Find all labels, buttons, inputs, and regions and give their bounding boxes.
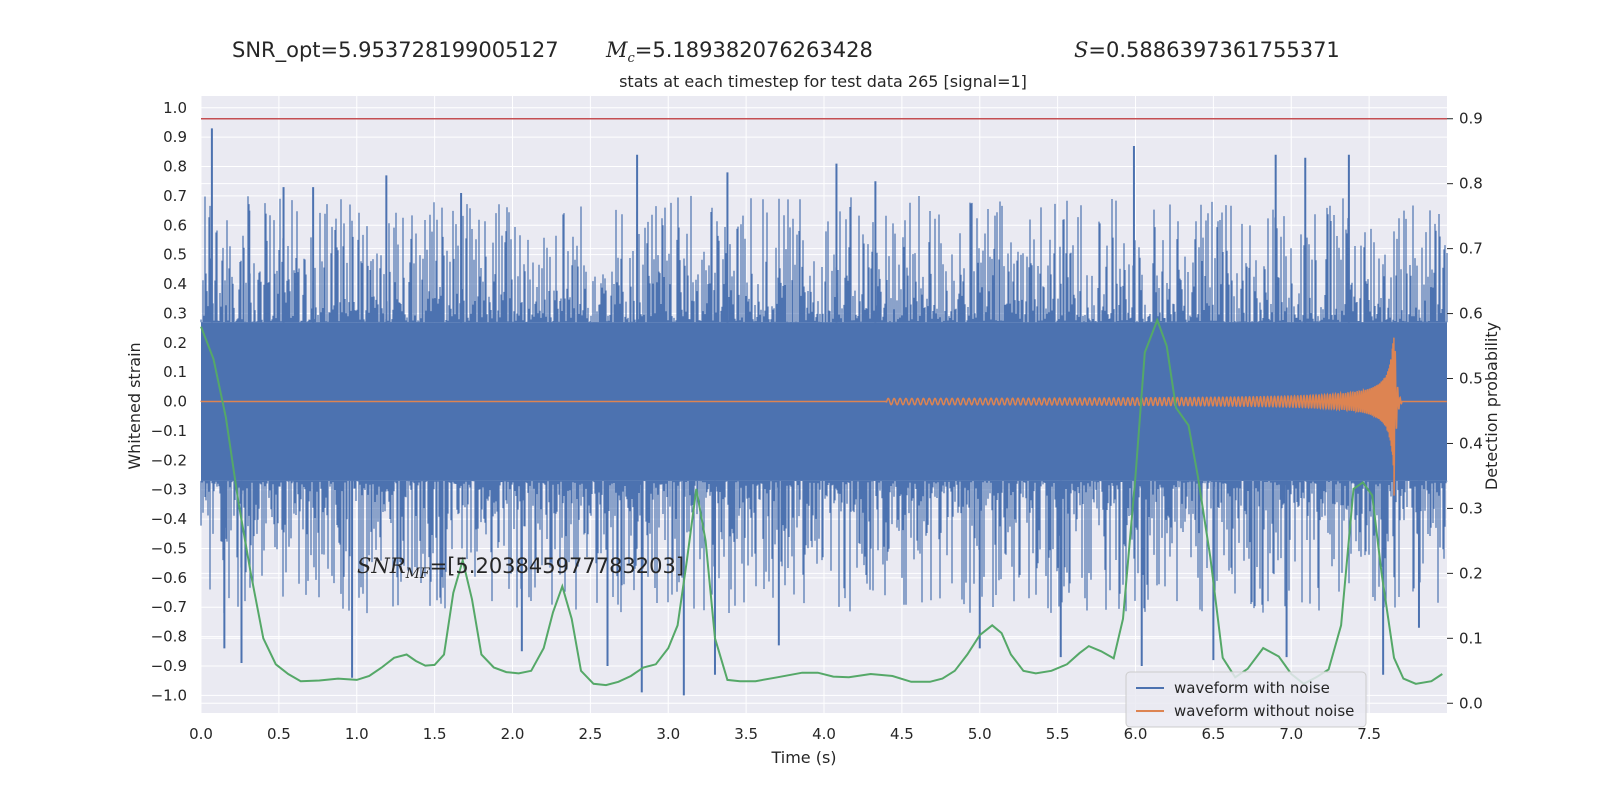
y2-tick-label: 0.2 [1459,564,1483,582]
x-tick-label: 2.0 [501,725,525,743]
chirp-mass-header: Mc=5.189382076263428 [606,38,873,66]
y-tick-label: −0.8 [151,628,187,646]
y-tick-label: −0.1 [151,422,187,440]
y-tick-label: −0.7 [151,598,187,616]
x-tick-label: 6.0 [1124,725,1148,743]
chirp-mass-symbol: M [606,38,628,62]
x-tick-label: 1.0 [345,725,369,743]
x-tick-label: 0.0 [189,725,213,743]
snr-opt-header: SNR_opt=5.953728199005127 [232,38,559,62]
x-axis-label: Time (s) [770,748,836,767]
y-tick-label: 0.3 [163,304,187,322]
snr-mf-value: =[5.203845977783203] [430,554,684,578]
y-tick-label: 0.6 [163,216,187,234]
clean-waveform-series [200,337,1447,496]
axes: 0.0 0.5 1.0 1.5 2.0 2.5 3.0 3.5 4.0 4.5 5.0 5.5 6.0 6… [151,99,1483,743]
y2-tick-label: 0.1 [1459,629,1483,647]
snr-mf-symbol: SNR [357,554,406,578]
chirp-mass-value: =5.189382076263428 [634,38,873,62]
legend-label-clean: waveform without noise [1174,702,1354,720]
y-axis-label: Whitened strain [125,342,144,469]
s-statistic-symbol: S [1074,38,1089,62]
x-tick-label: 7.5 [1357,725,1381,743]
y2-tick-label: 0.5 [1459,370,1483,388]
x-tick-label: 6.5 [1201,725,1225,743]
y2-tick-label: 0.6 [1459,305,1483,323]
y2-tick-label: 0.7 [1459,240,1483,258]
y-tick-label: −0.3 [151,481,187,499]
y-tick-label: −1.0 [151,686,187,704]
x-tick-label: 4.0 [812,725,836,743]
y-tick-label: 0.0 [163,393,187,411]
clean-waveform-line [200,337,1447,496]
x-tick-label: 0.5 [267,725,291,743]
noise-lower-excursions [200,480,1448,614]
noise-upper-excursions [200,195,1448,323]
y2-tick-label: 0.0 [1459,694,1483,712]
x-tick-label: 5.0 [968,725,992,743]
snr-mf-annotation: SNRMF=[5.203845977783203] [357,554,684,582]
legend-box [1125,671,1367,728]
y2-tick-label: 0.8 [1459,175,1483,193]
y-tick-label: −0.9 [151,657,187,675]
x-tick-label: 3.5 [734,725,758,743]
legend: waveform with noise waveform without noi… [1125,671,1367,728]
y-tick-label: 0.4 [163,275,187,293]
y-tick-label: 0.2 [163,334,187,352]
y-tick-label: 1.0 [163,99,187,117]
y-tick-label: −0.2 [151,451,187,469]
y-tick-label: 0.7 [163,187,187,205]
y2-tick-label: 0.3 [1459,499,1483,517]
y-tick-label: 0.8 [163,158,187,176]
right-y-axis-label: Detection probability [1482,322,1501,490]
y-tick-label: 0.9 [163,128,187,146]
x-tick-label: 7.0 [1279,725,1303,743]
snr-mf-subscript: MF [405,566,431,582]
x-tick-label: 5.5 [1046,725,1070,743]
y2-tick-label: 0.9 [1459,110,1483,128]
x-tick-label: 4.5 [890,725,914,743]
y-tick-label: 0.5 [163,246,187,264]
chart-title: stats at each timestep for test data 265… [619,72,1027,91]
y-tick-label: 0.1 [163,363,187,381]
s-statistic-value: =0.5886397361755371 [1088,38,1340,62]
x-tick-label: 3.0 [656,725,680,743]
x-tick-label: 1.5 [423,725,447,743]
y-tick-label: −0.5 [151,539,187,557]
legend-label-noisy: waveform with noise [1174,679,1330,697]
s-statistic-header: S=0.5886397361755371 [1074,38,1340,62]
x-tick-label: 2.5 [578,725,602,743]
y2-tick-label: 0.4 [1459,434,1483,452]
y-tick-label: −0.6 [151,569,187,587]
y-tick-label: −0.4 [151,510,187,528]
chirp-mass-subscript: c [627,51,635,67]
